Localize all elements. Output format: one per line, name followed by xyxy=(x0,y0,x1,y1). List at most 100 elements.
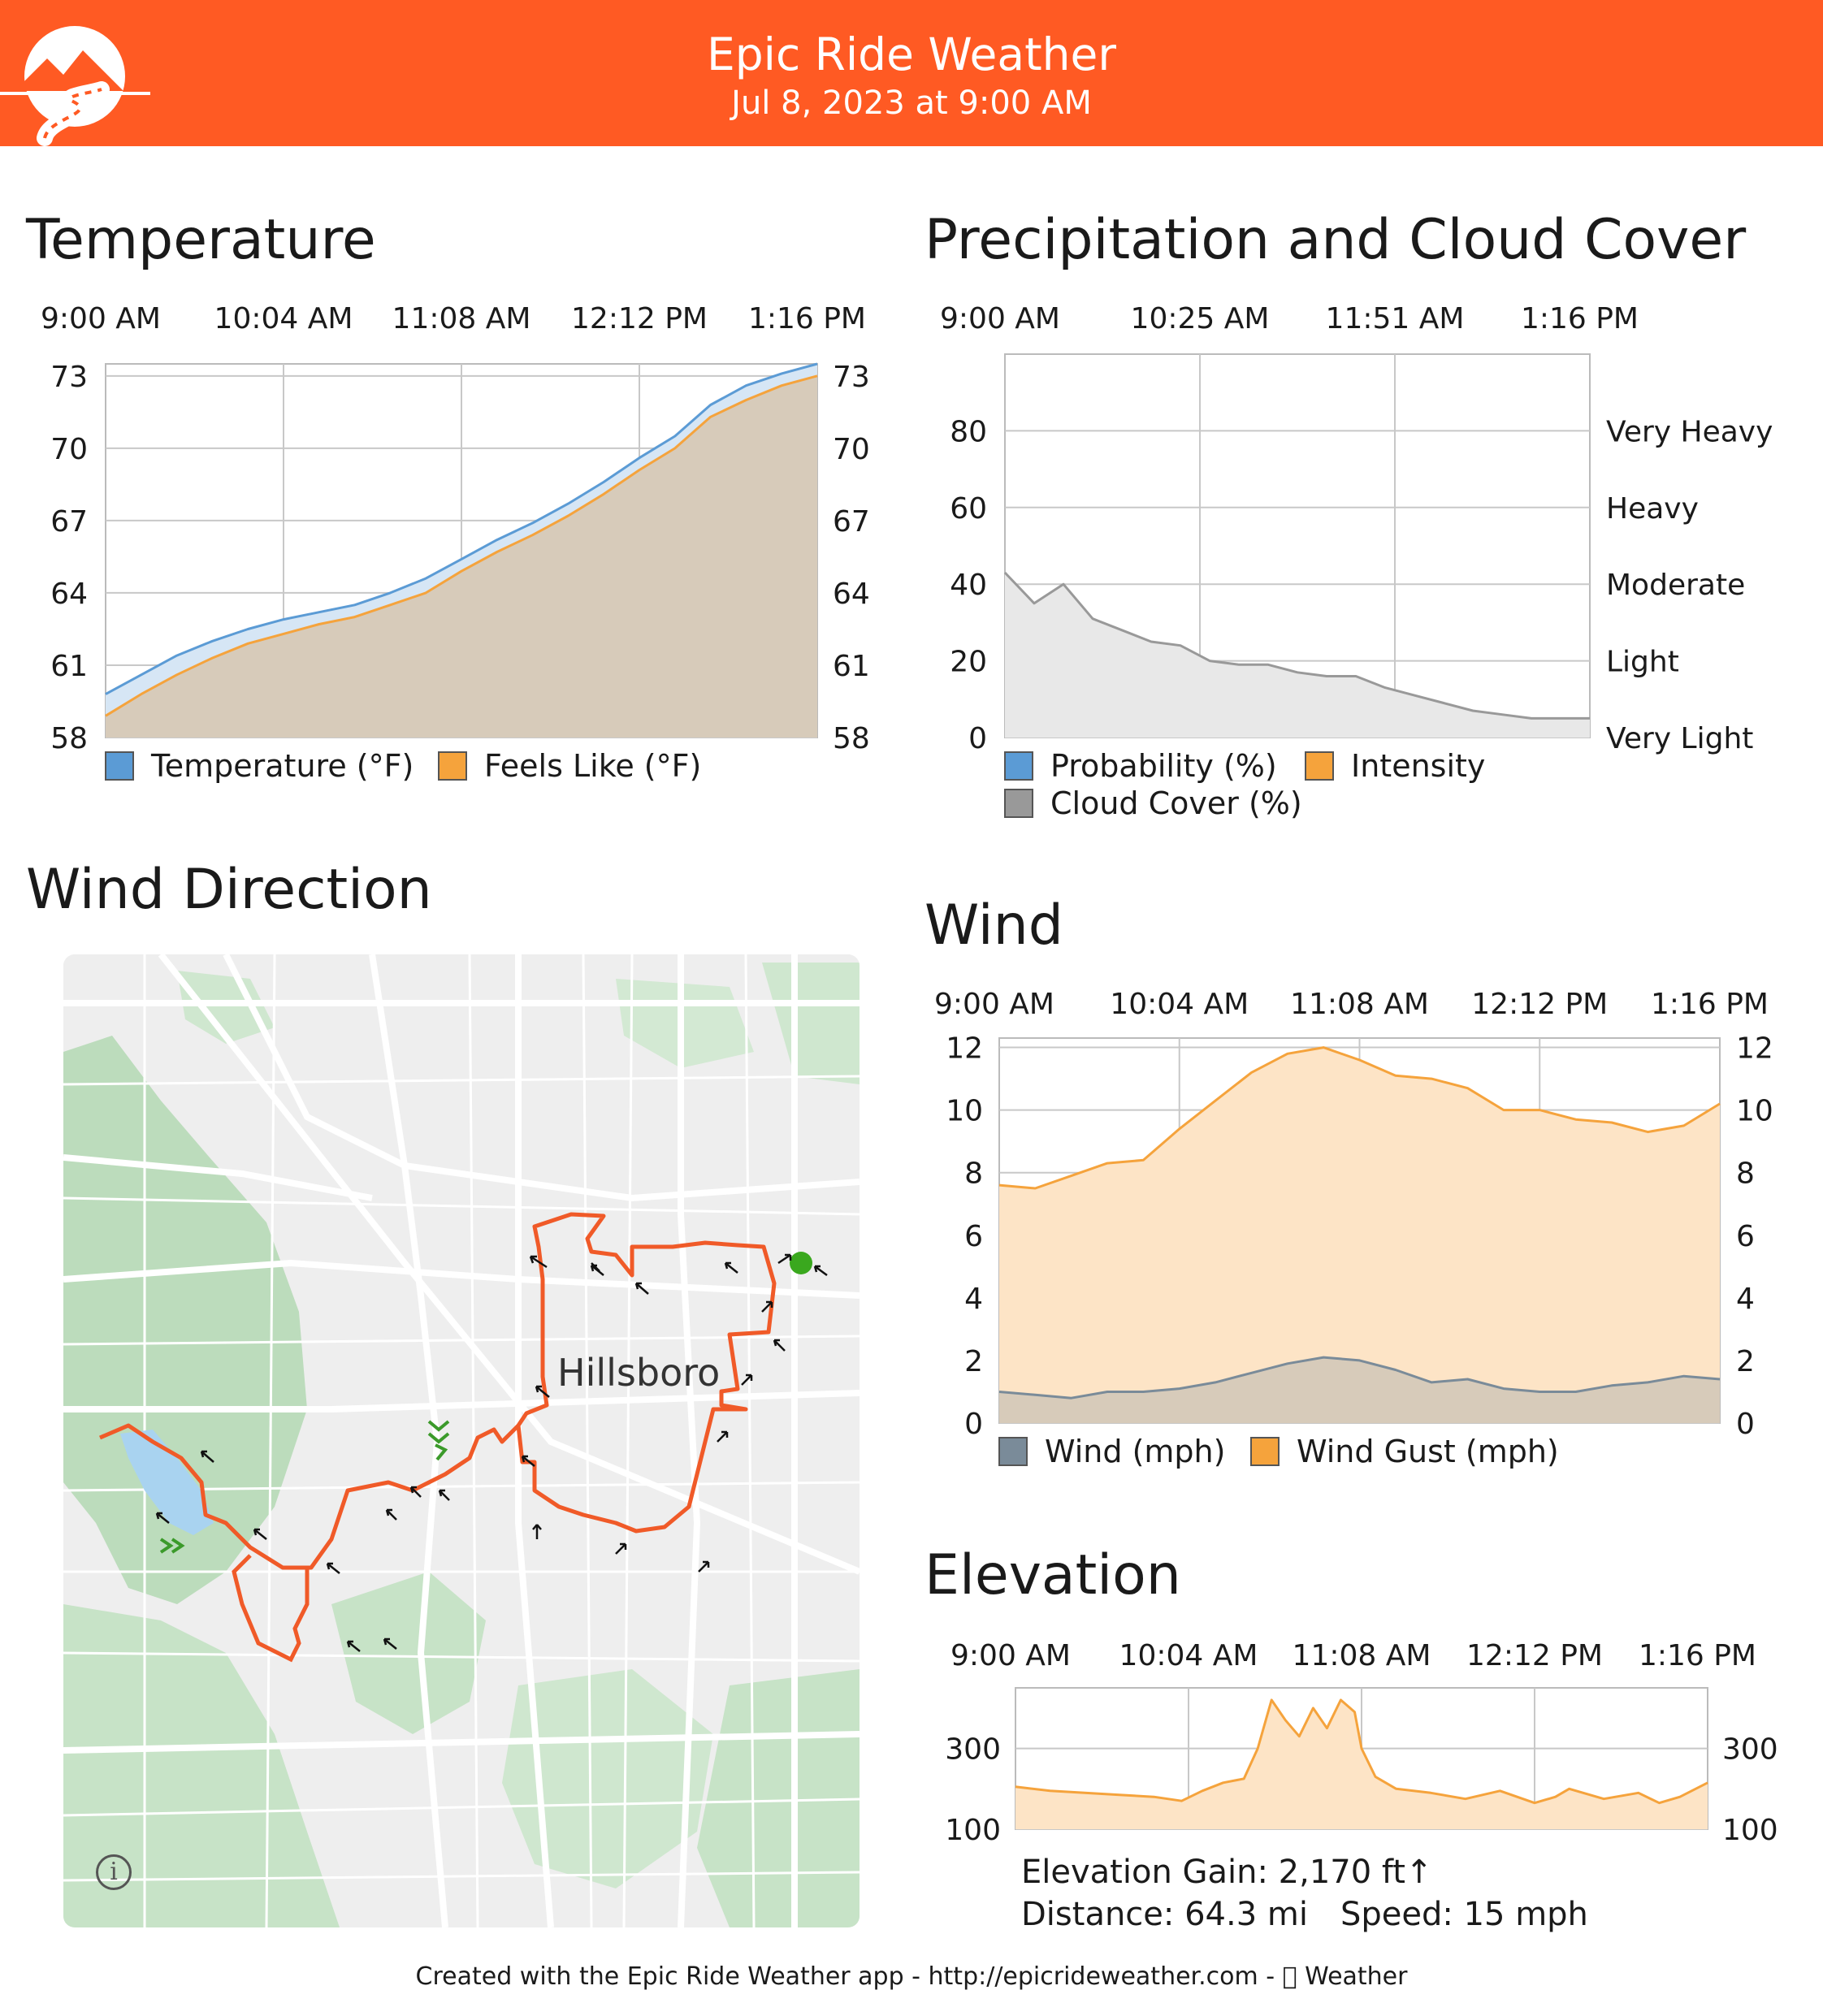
route-map[interactable]: Hillsboro i xyxy=(63,954,860,1927)
elevation-chart xyxy=(1015,1687,1708,1830)
precipitation-ytick-left: 60 xyxy=(950,492,987,526)
temperature-line-0 xyxy=(105,362,818,695)
map-graphic xyxy=(63,954,860,1927)
wind-xtick: 10:04 AM xyxy=(1110,988,1249,1021)
temperature-xtick: 1:16 PM xyxy=(748,302,866,335)
temperature-ytick-left: 67 xyxy=(50,505,88,539)
precipitation-legend-label: Cloud Cover (%) xyxy=(1050,785,1302,821)
temperature-legend-swatch xyxy=(105,751,134,781)
temperature-legend-swatch xyxy=(438,751,467,781)
ride-date: Jul 8, 2023 at 9:00 AM xyxy=(731,84,1092,122)
temperature-ytick-left: 64 xyxy=(50,578,88,611)
wind-legend-label: Wind Gust (mph) xyxy=(1297,1434,1559,1469)
wind-legend-swatch xyxy=(1250,1437,1280,1466)
temperature-ytick-right: 67 xyxy=(833,505,870,539)
precipitation-xtick: 9:00 AM xyxy=(940,302,1060,335)
temperature-legend-label: Temperature (°F) xyxy=(150,748,414,784)
elevation-title: Elevation xyxy=(924,1543,1181,1607)
temperature-ytick-right: 61 xyxy=(833,650,870,683)
precipitation-chart xyxy=(1003,353,1591,818)
precipitation-ytick-left: 20 xyxy=(950,646,987,679)
precipitation-legend-swatch xyxy=(1305,751,1334,781)
precipitation-xtick: 1:16 PM xyxy=(1521,302,1639,335)
precipitation-ytick-left: 0 xyxy=(968,722,987,755)
elevation-area-0 xyxy=(1015,1699,1708,1829)
wind-ytick-left: 6 xyxy=(964,1220,983,1253)
wind-ytick-left: 2 xyxy=(964,1345,983,1378)
elevation-ytick-left: 100 xyxy=(945,1814,1001,1847)
app-title: Epic Ride Weather xyxy=(707,28,1116,80)
wind-ytick-right: 4 xyxy=(1736,1283,1755,1316)
precipitation-title: Precipitation and Cloud Cover xyxy=(924,208,1747,272)
temperature-ytick-right: 64 xyxy=(833,578,870,611)
temperature-ytick-right: 58 xyxy=(833,722,870,755)
elevation-ytick-right: 100 xyxy=(1722,1814,1778,1847)
temperature-legend-label: Feels Like (°F) xyxy=(484,748,701,784)
wind-ytick-left: 10 xyxy=(946,1095,983,1128)
precipitation-legend-swatch xyxy=(1004,789,1033,818)
wind-ytick-right: 2 xyxy=(1736,1345,1755,1378)
temperature-title: Temperature xyxy=(26,208,376,272)
wind-xtick: 12:12 PM xyxy=(1471,988,1608,1021)
precipitation-ytick-left: 80 xyxy=(950,415,987,448)
wind-ytick-right: 0 xyxy=(1736,1408,1755,1441)
wind-chart xyxy=(998,1037,1721,1466)
wind-line-0 xyxy=(998,1356,1721,1400)
temperature-ytick-left: 70 xyxy=(50,433,88,466)
precipitation-intensity-label: Very Heavy xyxy=(1606,415,1773,448)
temperature-area-1 xyxy=(106,375,817,738)
temperature-ytick-right: 70 xyxy=(833,433,870,466)
precipitation-intensity-label: Moderate xyxy=(1606,569,1745,602)
wind-direction-title: Wind Direction xyxy=(26,858,432,922)
precipitation-legend-swatch xyxy=(1004,751,1033,781)
elevation-line-0 xyxy=(1015,1698,1708,1805)
precipitation-area-2 xyxy=(1005,573,1590,738)
elevation-ytick-left: 300 xyxy=(945,1733,1001,1767)
temperature-xtick: 12:12 PM xyxy=(571,302,708,335)
elevation-xtick: 11:08 AM xyxy=(1293,1639,1431,1672)
temperature-xtick: 9:00 AM xyxy=(41,302,161,335)
precipitation-xtick: 10:25 AM xyxy=(1131,302,1270,335)
wind-ytick-right: 6 xyxy=(1736,1220,1755,1253)
temperature-ytick-left: 58 xyxy=(50,722,88,755)
wind-ytick-left: 4 xyxy=(964,1283,983,1316)
wind-xtick: 1:16 PM xyxy=(1651,988,1769,1021)
elevation-gain: Elevation Gain: 2,170 ft↑ xyxy=(1021,1854,1433,1891)
temperature-ytick-right: 73 xyxy=(833,361,870,394)
app-header: Epic Ride Weather Jul 8, 2023 at 9:00 AM xyxy=(0,0,1823,146)
precipitation-line-2 xyxy=(1003,571,1590,720)
temperature-xtick: 10:04 AM xyxy=(214,302,353,335)
precipitation-intensity-label: Very Light xyxy=(1606,722,1753,755)
precipitation-xtick: 11:51 AM xyxy=(1326,302,1465,335)
elevation-ytick-right: 300 xyxy=(1722,1733,1778,1767)
wind-ytick-left: 12 xyxy=(946,1032,983,1066)
wind-ytick-right: 8 xyxy=(1736,1157,1755,1191)
temperature-ytick-left: 73 xyxy=(50,361,88,394)
elevation-xtick: 1:16 PM xyxy=(1639,1639,1756,1672)
footer-credit: Created with the Epic Ride Weather app -… xyxy=(416,1962,1408,1991)
wind-legend-swatch xyxy=(998,1437,1028,1466)
temperature-chart xyxy=(105,362,818,781)
wind-ytick-right: 10 xyxy=(1736,1095,1773,1128)
city-label: Hillsboro xyxy=(557,1351,721,1395)
temperature-ytick-left: 61 xyxy=(50,650,88,683)
precipitation-intensity-label: Light xyxy=(1606,646,1679,679)
temperature-xtick: 11:08 AM xyxy=(392,302,531,335)
temperature-line-1 xyxy=(105,374,818,717)
wind-ytick-left: 8 xyxy=(964,1157,983,1191)
elevation-xtick: 10:04 AM xyxy=(1119,1639,1258,1672)
precipitation-ytick-left: 40 xyxy=(950,569,987,602)
precipitation-legend-label: Probability (%) xyxy=(1050,748,1277,784)
precipitation-intensity-label: Heavy xyxy=(1606,492,1699,526)
wind-title: Wind xyxy=(924,893,1063,958)
wind-area-1 xyxy=(999,1047,1720,1423)
mountain-road-logo-icon xyxy=(0,26,150,146)
elevation-xtick: 9:00 AM xyxy=(950,1639,1071,1672)
wind-area-0 xyxy=(999,1357,1720,1423)
wind-ytick-right: 12 xyxy=(1736,1032,1773,1066)
info-icon[interactable]: i xyxy=(96,1854,132,1890)
wind-legend-label: Wind (mph) xyxy=(1045,1434,1225,1469)
precipitation-legend-label: Intensity xyxy=(1351,748,1485,784)
wind-xtick: 9:00 AM xyxy=(934,988,1054,1021)
